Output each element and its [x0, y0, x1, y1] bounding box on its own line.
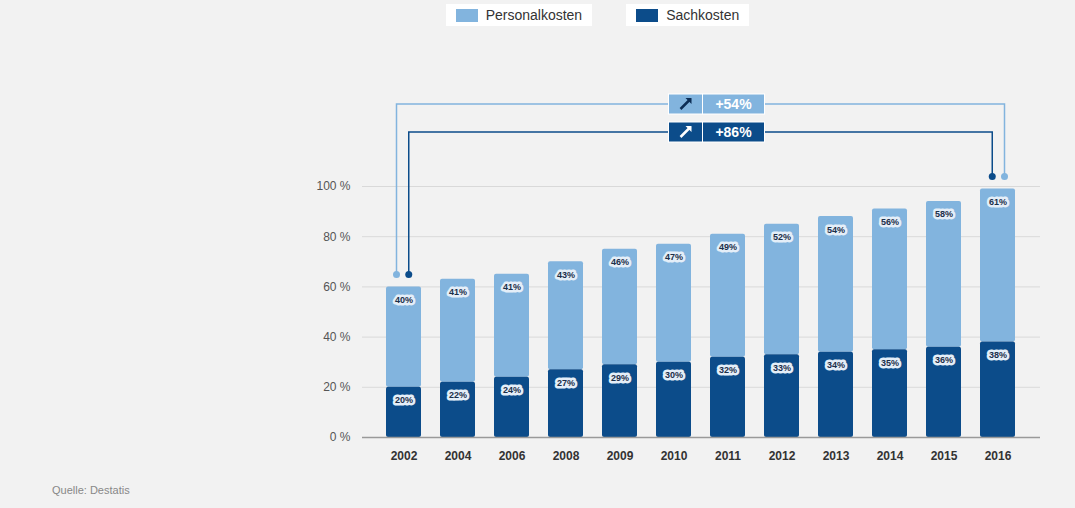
svg-text:2006: 2006 — [499, 449, 526, 463]
svg-text:40 %: 40 % — [323, 330, 351, 344]
svg-text:2016: 2016 — [985, 449, 1012, 463]
svg-text:20 %: 20 % — [323, 380, 351, 394]
svg-text:2013: 2013 — [823, 449, 850, 463]
svg-text:30%: 30% — [665, 370, 683, 380]
svg-text:46%: 46% — [611, 257, 629, 267]
svg-text:2015: 2015 — [931, 449, 958, 463]
svg-text:+86%: +86% — [715, 124, 752, 140]
svg-text:20%: 20% — [395, 395, 413, 405]
html-text:Quelle: Destatis: Quelle: Destatis — [52, 484, 130, 496]
svg-text:49%: 49% — [719, 242, 737, 252]
svg-text:60 %: 60 % — [323, 280, 351, 294]
svg-text:24%: 24% — [503, 385, 521, 395]
svg-text:43%: 43% — [557, 270, 575, 280]
svg-text:40%: 40% — [395, 295, 413, 305]
svg-text:52%: 52% — [773, 232, 791, 242]
svg-text:80 %: 80 % — [323, 230, 351, 244]
svg-text:32%: 32% — [719, 365, 737, 375]
svg-text:41%: 41% — [503, 282, 521, 292]
svg-text:54%: 54% — [827, 225, 845, 235]
svg-text:2004: 2004 — [445, 449, 472, 463]
svg-text:2014: 2014 — [877, 449, 904, 463]
svg-text:29%: 29% — [611, 373, 629, 383]
svg-text:38%: 38% — [989, 350, 1007, 360]
svg-text:100 %: 100 % — [316, 179, 350, 193]
svg-text:2009: 2009 — [607, 449, 634, 463]
svg-text:2002: 2002 — [391, 449, 418, 463]
svg-text:2012: 2012 — [769, 449, 796, 463]
svg-text:33%: 33% — [773, 363, 791, 373]
html-text:Sachkosten: Sachkosten — [666, 7, 740, 23]
svg-text:36%: 36% — [935, 355, 953, 365]
svg-text:2010: 2010 — [661, 449, 688, 463]
svg-text:47%: 47% — [665, 252, 683, 262]
svg-text:35%: 35% — [881, 358, 899, 368]
html-text:Personalkosten: Personalkosten — [485, 7, 583, 23]
svg-text:2008: 2008 — [553, 449, 580, 463]
svg-text:58%: 58% — [935, 209, 953, 219]
svg-text:+54%: +54% — [715, 96, 752, 112]
svg-text:2011: 2011 — [715, 449, 741, 463]
svg-text:0 %: 0 % — [330, 430, 351, 444]
svg-text:41%: 41% — [449, 287, 467, 297]
svg-text:22%: 22% — [449, 390, 467, 400]
svg-text:34%: 34% — [827, 360, 845, 370]
svg-text:61%: 61% — [989, 197, 1007, 207]
svg-text:56%: 56% — [881, 217, 899, 227]
svg-text:27%: 27% — [557, 378, 575, 388]
